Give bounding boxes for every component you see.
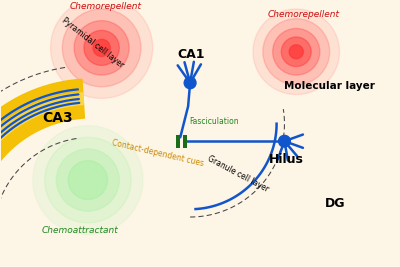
- Circle shape: [184, 77, 196, 89]
- Circle shape: [273, 29, 320, 75]
- Circle shape: [62, 9, 141, 87]
- Polygon shape: [0, 79, 84, 234]
- Text: Chemoattractant: Chemoattractant: [42, 226, 118, 235]
- Circle shape: [289, 45, 303, 59]
- Text: Contact-dependent cues: Contact-dependent cues: [112, 139, 205, 168]
- Text: Granule cell layer: Granule cell layer: [206, 154, 270, 194]
- Text: Molecular layer: Molecular layer: [284, 81, 375, 91]
- Text: CA3: CA3: [43, 111, 73, 125]
- Bar: [184, 135, 187, 148]
- Circle shape: [74, 21, 129, 75]
- Circle shape: [45, 137, 131, 223]
- Circle shape: [253, 9, 340, 95]
- Text: Chemorepellent: Chemorepellent: [70, 2, 142, 11]
- Circle shape: [93, 39, 110, 56]
- Text: CA1: CA1: [177, 48, 205, 61]
- Text: DG: DG: [325, 197, 346, 210]
- Circle shape: [263, 19, 330, 85]
- Circle shape: [281, 37, 311, 66]
- Circle shape: [278, 135, 290, 147]
- Circle shape: [84, 30, 119, 65]
- Circle shape: [68, 161, 108, 199]
- Text: Pyramidal cell layer: Pyramidal cell layer: [60, 15, 126, 69]
- Text: Fasciculation: Fasciculation: [189, 117, 238, 126]
- Polygon shape: [0, 93, 84, 234]
- Text: Hilus: Hilus: [269, 152, 304, 166]
- Circle shape: [50, 0, 153, 99]
- Bar: [176, 135, 180, 148]
- Circle shape: [56, 149, 119, 211]
- Circle shape: [33, 126, 143, 234]
- Text: Chemorepellent: Chemorepellent: [268, 10, 340, 19]
